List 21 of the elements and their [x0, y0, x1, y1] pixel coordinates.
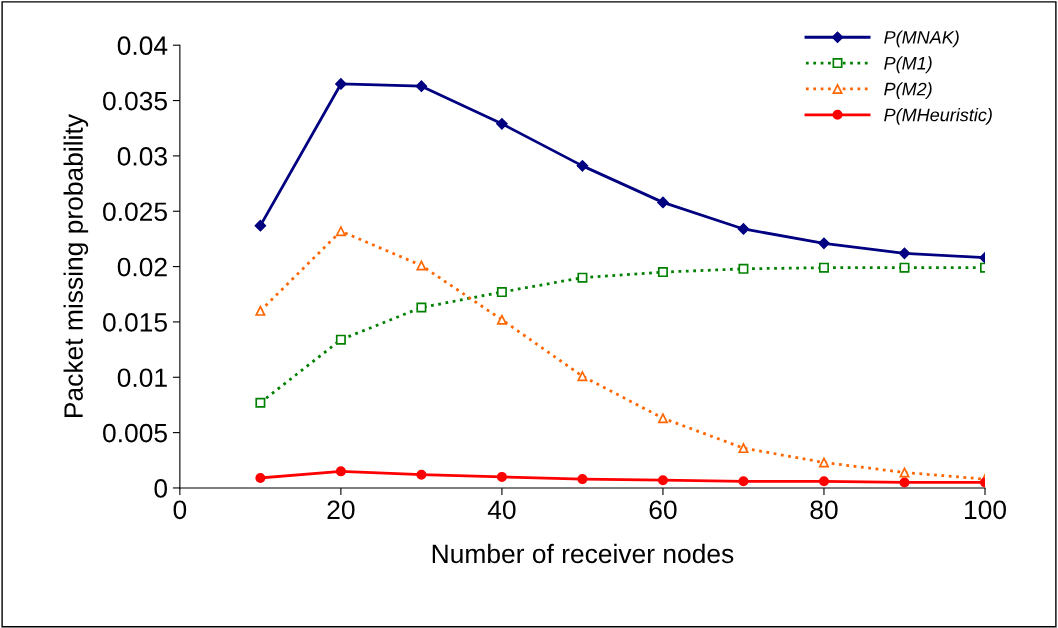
- x-axis-title: Number of receiver nodes: [432, 543, 734, 564]
- legend-label: P(MHeuristic): [884, 108, 992, 125]
- y-tick-label: 0.025: [103, 202, 167, 222]
- legend-label: P(MNAK): [884, 30, 959, 48]
- x-tick-label: 80: [810, 500, 838, 520]
- y-tick-label: 0.005: [103, 423, 167, 443]
- y-tick-label: 0.03: [117, 147, 167, 166]
- legend-label: P(M2): [884, 82, 932, 100]
- x-tick-label: 60: [649, 500, 677, 520]
- x-tick-label: 100: [965, 500, 1006, 520]
- y-tick-label: 0: [154, 479, 168, 498]
- y-axis-title: Packet missing probability: [63, 114, 89, 417]
- x-tick-label: 20: [327, 500, 355, 520]
- y-tick-label: 0.035: [103, 91, 167, 111]
- y-tick-label: 0.04: [117, 36, 168, 56]
- x-tick-label: 0: [173, 500, 187, 520]
- legend-label: P(M1): [884, 56, 932, 74]
- y-tick-label: 0.02: [117, 257, 167, 277]
- y-tick-label: 0.015: [103, 313, 167, 332]
- y-tick-label: 0.01: [117, 368, 167, 388]
- x-tick-label: 40: [487, 500, 516, 520]
